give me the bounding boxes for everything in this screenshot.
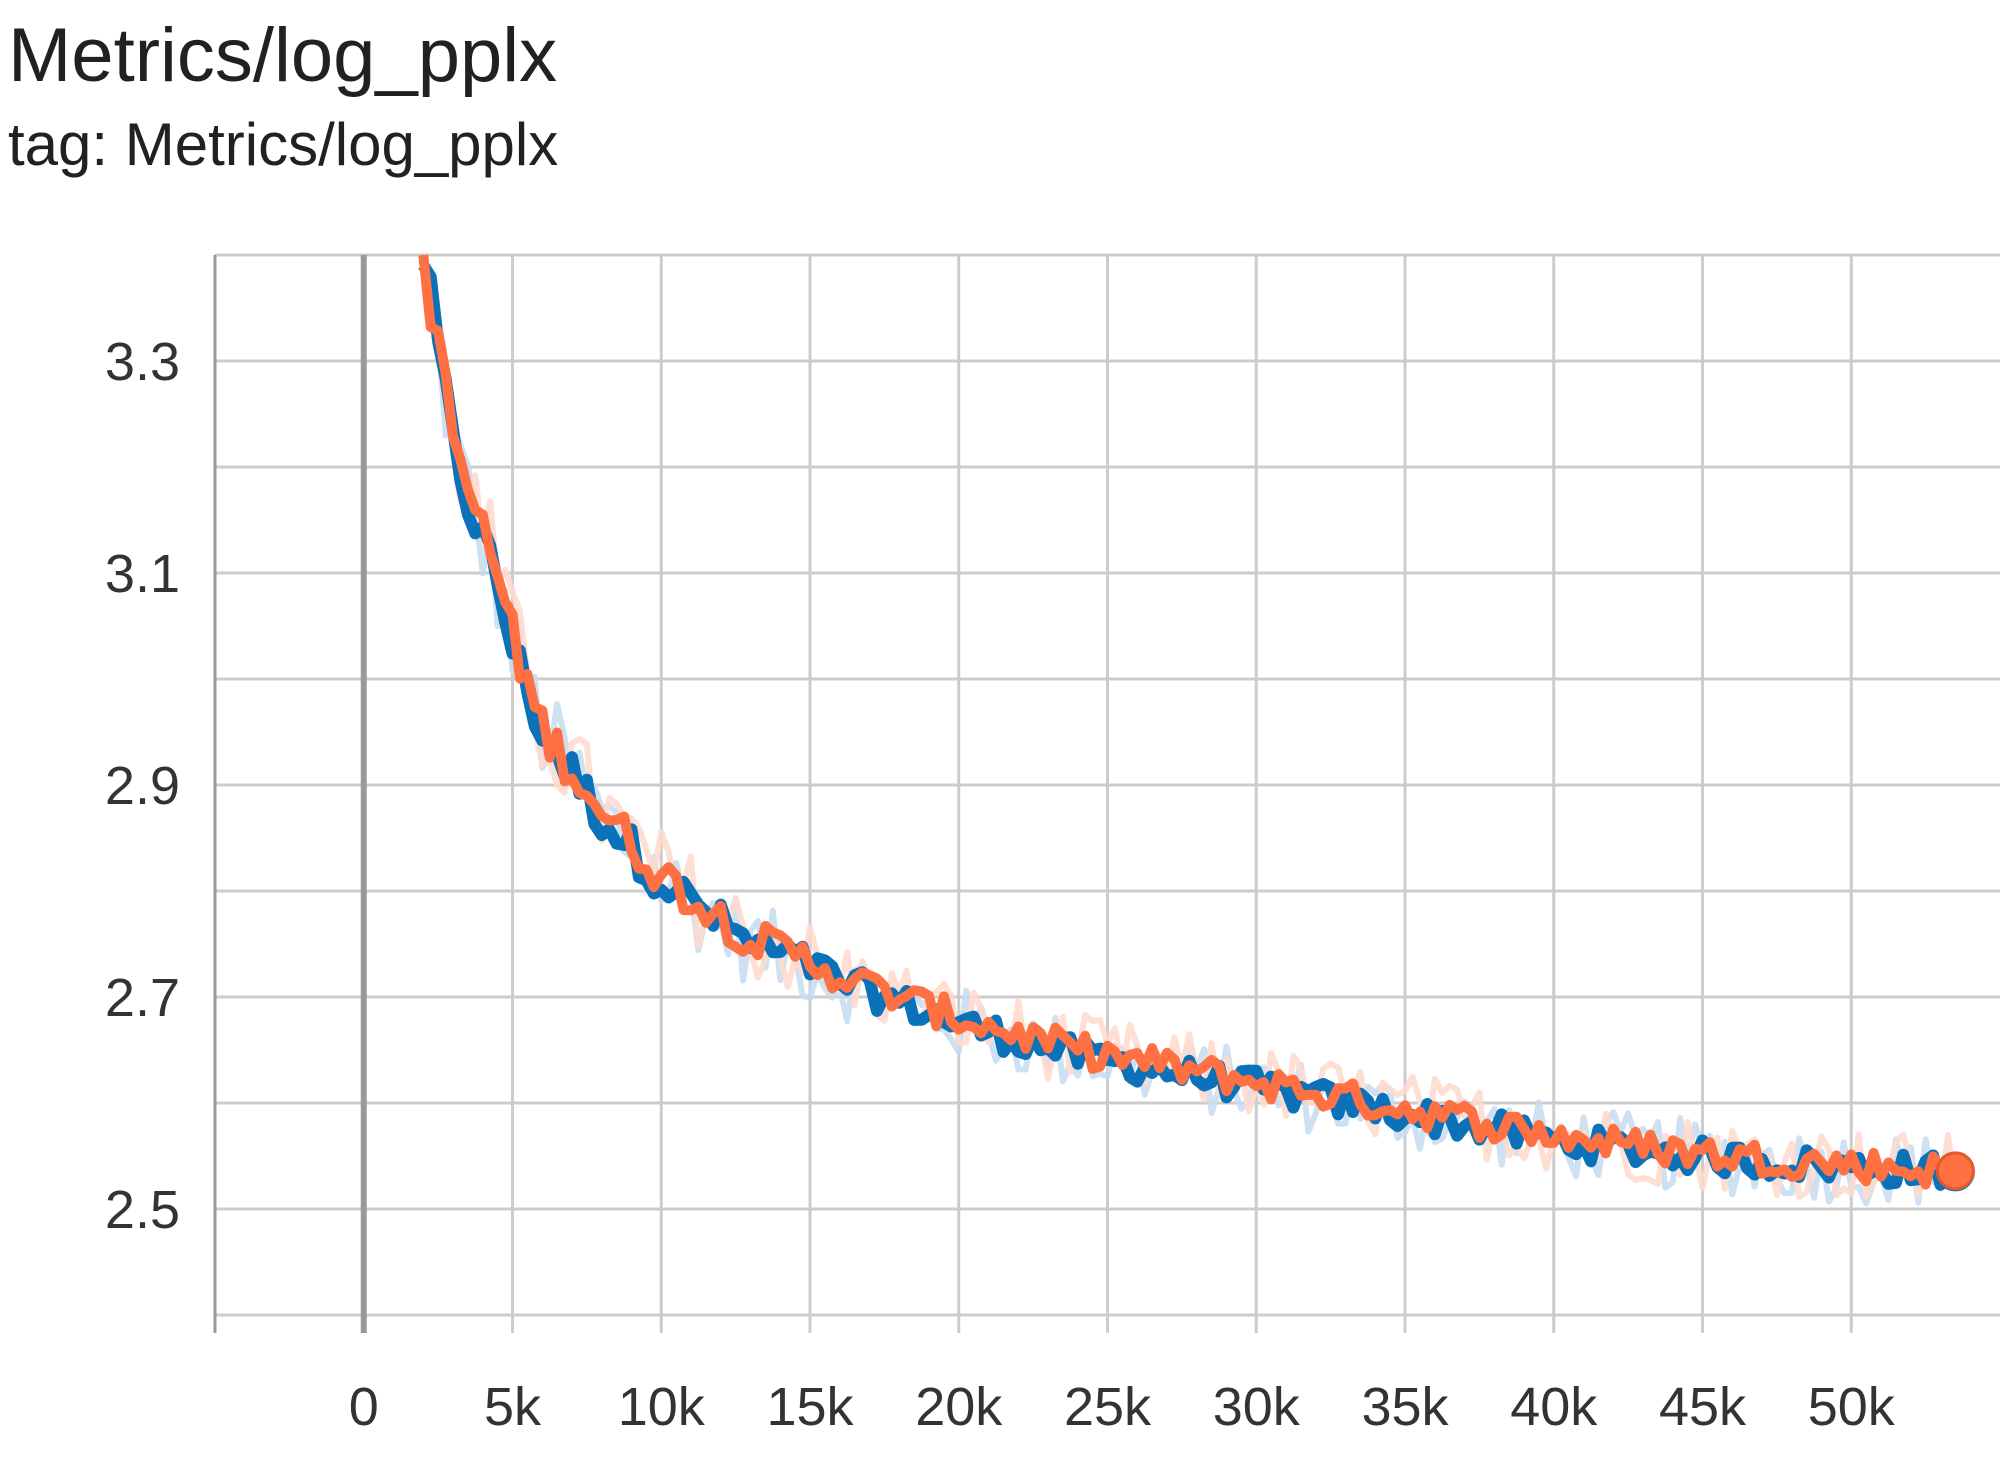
- end-marker-layer: [1935, 1151, 1975, 1192]
- smoothed-series-line-2: [418, 254, 1960, 1190]
- y-tick-label: 2.7: [105, 968, 180, 1028]
- x-tick-label: 50k: [1808, 1377, 1896, 1437]
- x-tick-label: 35k: [1361, 1377, 1449, 1437]
- x-axis-ticks: 0 5k 10k 15k 20k 25k 30k 35k 40k 45k 50k: [349, 1377, 1896, 1437]
- y-tick-label: 2.5: [105, 1180, 180, 1240]
- series-end-point-2: [1935, 1151, 1975, 1191]
- x-tick-label: 0: [349, 1377, 379, 1437]
- x-tick-label: 25k: [1064, 1377, 1152, 1437]
- y-tick-label: 2.9: [105, 756, 180, 816]
- x-tick-label: 10k: [618, 1377, 706, 1437]
- x-tick-label: 45k: [1659, 1377, 1747, 1437]
- y-tick-label: 3.1: [105, 544, 180, 604]
- smoothed-series-layer: [418, 254, 1960, 1191]
- chart-subtitle: tag: Metrics/log_pplx: [8, 111, 559, 178]
- y-axis-ticks: 2.5 2.7 2.9 3.1 3.3: [105, 332, 180, 1240]
- x-tick-label: 30k: [1213, 1377, 1301, 1437]
- x-tick-label: 20k: [915, 1377, 1003, 1437]
- y-tick-label: 3.3: [105, 332, 180, 392]
- x-tick-label: 40k: [1510, 1377, 1598, 1437]
- x-tick-label: 15k: [766, 1377, 854, 1437]
- x-tick-label: 5k: [484, 1377, 542, 1437]
- chart-title: Metrics/log_pplx: [8, 13, 558, 98]
